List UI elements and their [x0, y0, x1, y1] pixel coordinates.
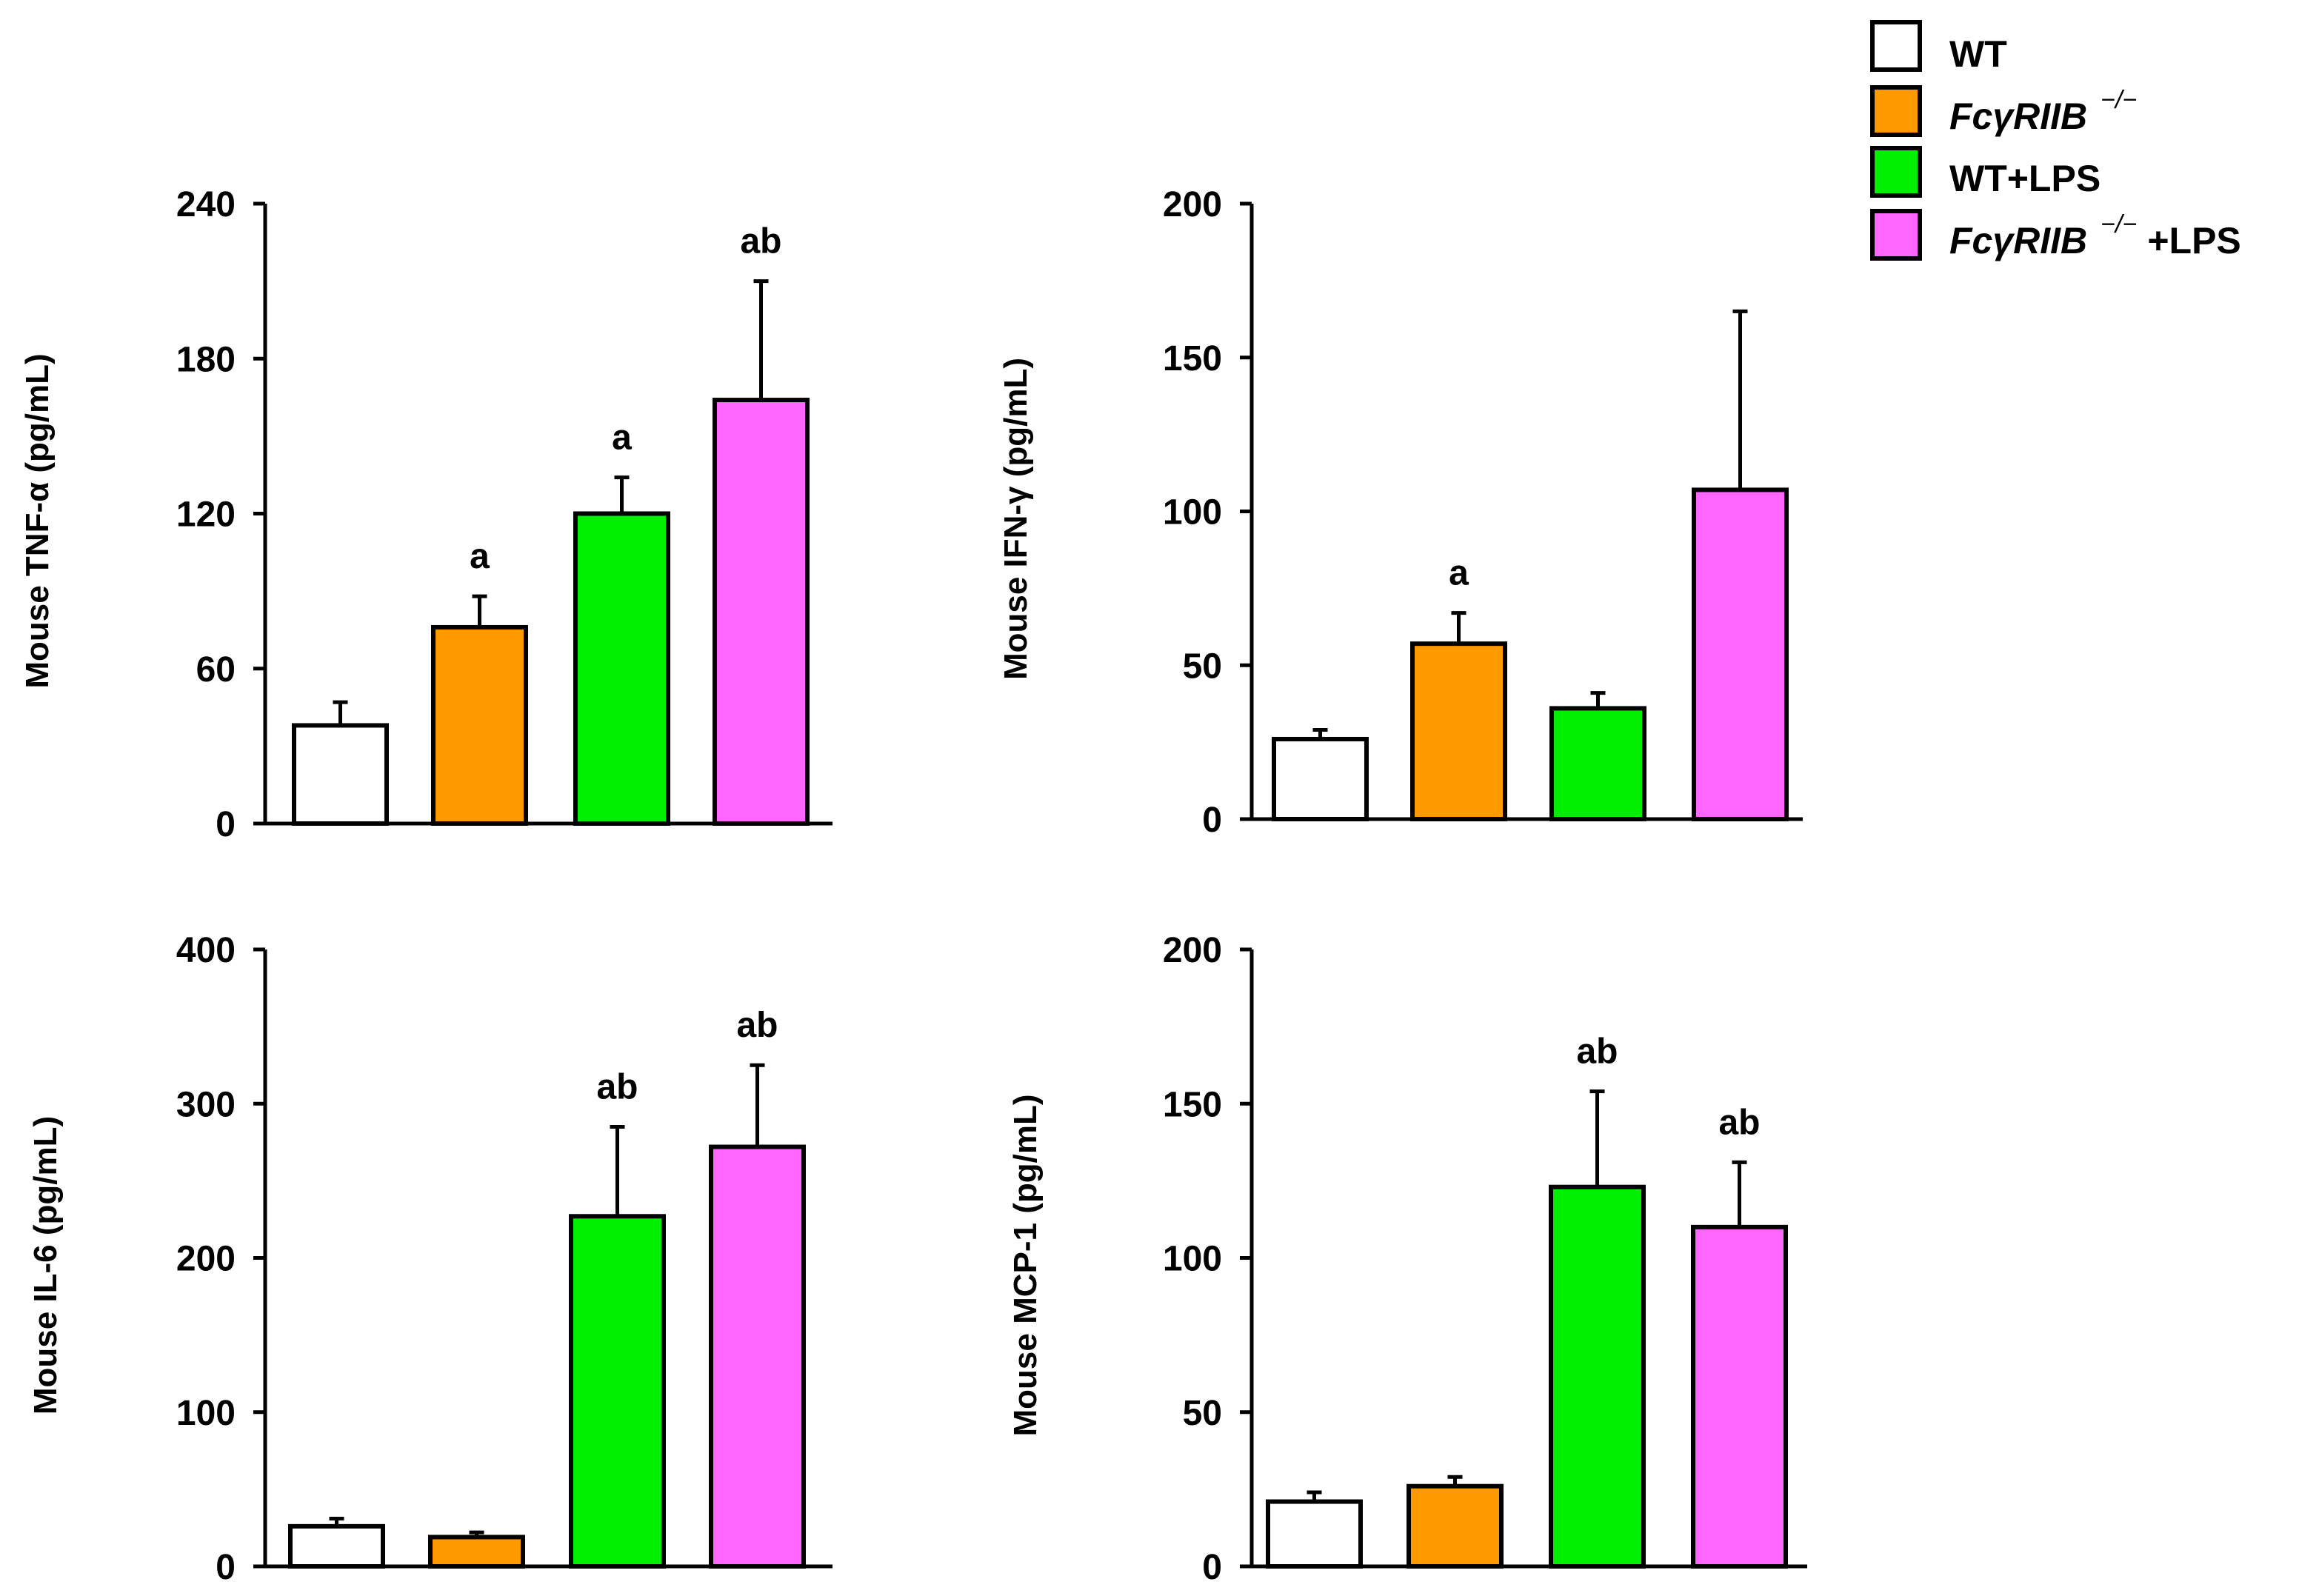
y-tick-label: 200: [1163, 185, 1222, 224]
y-axis-label: Mouse TNF-α (pg/mL): [19, 353, 56, 688]
y-axis-label: Mouse MCP-1 (pg/mL): [1007, 1095, 1044, 1437]
y-tick-label: 240: [176, 185, 236, 224]
y-tick-label: 50: [1183, 647, 1222, 686]
bar-wt-lps: [1549, 706, 1646, 821]
bar-wt: [1272, 736, 1369, 821]
bar-fcgriib: [1407, 1483, 1504, 1569]
legend-swatch-wt: [1870, 20, 1922, 72]
bar-wt-lps: [1549, 1184, 1646, 1569]
bar-fcgriib: [1410, 641, 1507, 821]
significance-label-fcgriib-lps: ab: [740, 222, 781, 261]
bar-wt-lps: [569, 1214, 666, 1569]
legend-label-fcgriib: FcγRIIB −/−: [1949, 86, 2137, 137]
bar-wt: [1266, 1499, 1363, 1569]
chart-panel-3: 0 100 200 300 400 Mouse IL-6 (pg/mL) ab ab: [27, 931, 832, 1587]
significance-label-fcgriib-lps: ab: [1718, 1103, 1760, 1142]
bar-fcgriib-lps: [1692, 487, 1789, 821]
y-tick-label: 0: [1202, 801, 1222, 840]
y-axis-label: Mouse IFN-γ (pg/mL): [998, 358, 1034, 680]
y-tick-label: 180: [176, 340, 236, 379]
bar-fcgriib-lps: [709, 1144, 806, 1569]
bar-wt-lps: [573, 511, 670, 826]
y-axis-label: Mouse IL-6 (pg/mL): [27, 1116, 64, 1415]
y-tick-label: 150: [1163, 339, 1222, 378]
y-tick-label: 100: [1163, 493, 1222, 532]
y-tick-label: 100: [1163, 1240, 1222, 1279]
chart-panel-1: 0 60 120 180 240 Mouse TNF-α (pg/mL) a a ab: [19, 185, 832, 844]
bar-fcgriib-lps: [1691, 1224, 1788, 1569]
significance-label-wt-lps: ab: [596, 1067, 638, 1106]
legend-label-fcgriib-lps: FcγRIIB −/− +LPS: [1949, 210, 2241, 261]
y-tick-label: 100: [176, 1394, 236, 1433]
y-tick-label: 400: [176, 931, 236, 970]
y-tick-label: 60: [196, 650, 236, 690]
bar-fcgriib: [428, 1535, 525, 1569]
legend: WT FcγRIIB −/− WT+LPS FcγRIIB −/− +LPS: [1870, 20, 2241, 261]
y-tick-label: 0: [216, 1548, 236, 1587]
significance-label-fcgriib-lps: ab: [736, 1006, 778, 1045]
legend-label-wt-lps: WT+LPS: [1949, 158, 2101, 199]
y-tick-label: 120: [176, 495, 236, 535]
y-tick-label: 300: [176, 1085, 236, 1124]
chart-panel-2: 0 50 100 150 200 Mouse IFN-γ (pg/mL) a: [998, 185, 1803, 840]
y-tick-label: 0: [1202, 1548, 1222, 1587]
legend-swatch-fcgriib-lps: [1870, 209, 1922, 261]
y-tick-label: 200: [176, 1240, 236, 1279]
y-tick-label: 200: [1163, 931, 1222, 970]
bar-wt: [292, 723, 389, 826]
y-tick-label: 50: [1183, 1394, 1222, 1433]
significance-label-wt-lps: a: [612, 418, 632, 458]
legend-swatch-wt-lps: [1870, 146, 1922, 198]
legend-label-wt: WT: [1949, 33, 2007, 75]
legend-swatch-fcgriib: [1870, 85, 1922, 137]
bar-wt: [288, 1523, 385, 1569]
bar-fcgriib-lps: [713, 398, 810, 826]
y-tick-label: 150: [1163, 1085, 1222, 1124]
bar-fcgriib: [431, 624, 528, 826]
significance-label-fcgriib: a: [470, 537, 490, 576]
significance-label-wt-lps: ab: [1576, 1032, 1618, 1072]
significance-label-fcgriib: a: [1449, 554, 1469, 593]
y-tick-label: 0: [216, 805, 236, 844]
chart-panel-4: 0 50 100 150 200 Mouse MCP-1 (pg/mL) ab ab: [1007, 931, 1807, 1587]
